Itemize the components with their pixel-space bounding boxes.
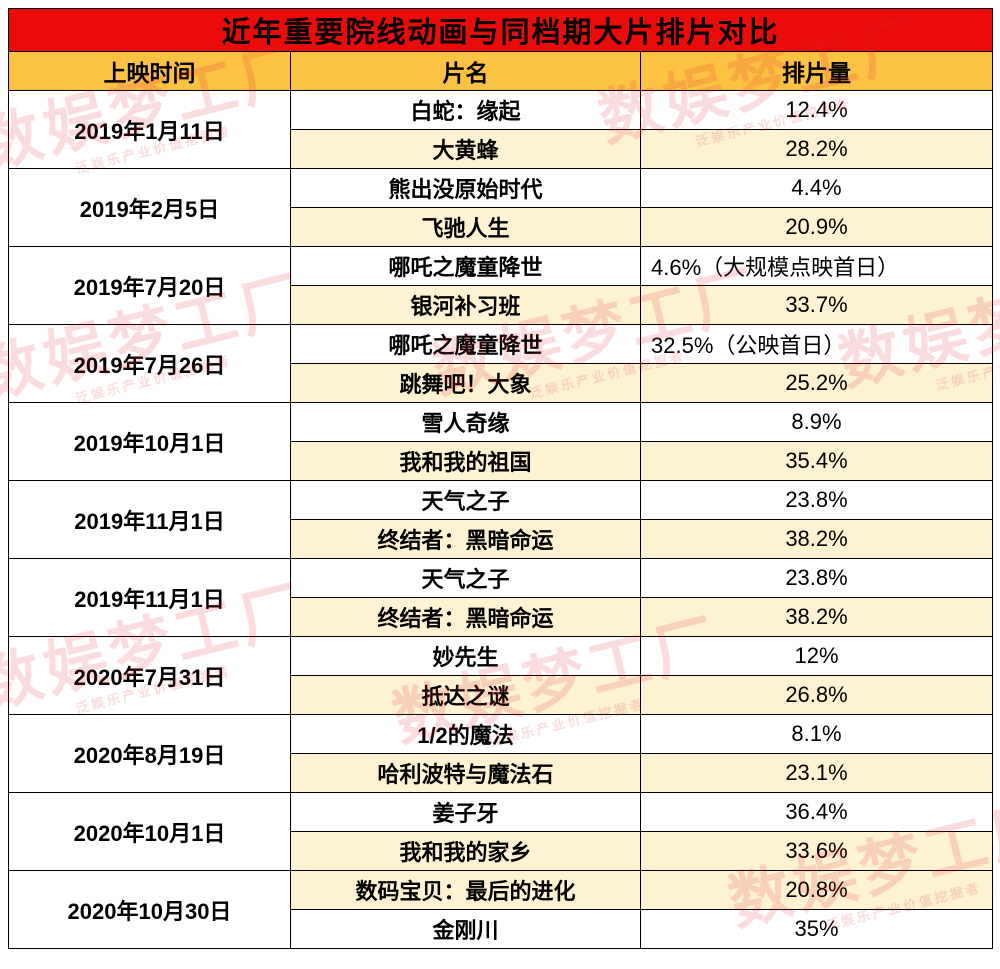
screening-rate-cell: 35.4% (639, 441, 994, 481)
col-header-release-date: 上映时间 (8, 51, 291, 91)
table-row: 跳舞吧！大象 25.2% (9, 363, 994, 403)
table-row: 2019年10月1日 雪人奇缘 8.9% (8, 402, 994, 481)
screening-rate-cell: 4.6%（大规模点映首日） (639, 246, 994, 286)
table-row: 2020年8月19日 1/2的魔法 8.1% (8, 714, 994, 793)
table-title: 近年重要院线动画与同档期大片排片对比 (7, 8, 994, 52)
film-title-cell: 哪吒之魔童降世 (290, 324, 641, 364)
film-title-cell: 哈利波特与魔法石 (290, 753, 641, 793)
screening-rate-cell: 4.4% (639, 168, 994, 208)
screening-rate-cell: 8.9% (639, 402, 994, 442)
screening-rate-cell: 20.8% (639, 870, 994, 910)
release-date-cell: 2019年10月1日 (8, 402, 291, 481)
table-row: 银河补习班 33.7% (9, 285, 994, 325)
screening-rate-cell: 12.4% (639, 90, 994, 130)
screening-rate-cell: 8.1% (639, 714, 994, 754)
film-title-cell: 终结者：黑暗命运 (290, 597, 641, 637)
release-date-cell: 2019年11月1日 (8, 480, 291, 559)
film-title-cell: 终结者：黑暗命运 (290, 519, 641, 559)
screening-rate-cell: 26.8% (639, 675, 994, 715)
release-date-cell: 2019年11月1日 (8, 558, 291, 637)
table-row: 2019年11月1日 天气之子 23.8% (8, 480, 994, 559)
film-title-cell: 大黄蜂 (290, 129, 641, 169)
table-row: 大黄蜂 28.2% (9, 129, 994, 169)
film-title-cell: 1/2的魔法 (290, 714, 641, 754)
film-title-cell: 哪吒之魔童降世 (290, 246, 641, 286)
film-title-cell: 数码宝贝：最后的进化 (290, 870, 641, 910)
table-row: 我和我的祖国 35.4% (9, 441, 994, 481)
film-title-cell: 金刚川 (290, 909, 641, 949)
release-date-cell: 2019年2月5日 (8, 168, 291, 247)
film-title-cell: 雪人奇缘 (290, 402, 641, 442)
col-header-film-title: 片名 (290, 51, 641, 91)
table-row: 2019年2月5日 熊出没原始时代 4.4% (8, 168, 994, 247)
col-header-screening-rate: 排片量 (639, 51, 994, 91)
table-row: 2020年10月1日 姜子牙 36.4% (8, 792, 994, 871)
release-date-cell: 2019年1月11日 (8, 90, 291, 169)
screening-rate-cell: 20.9% (639, 207, 994, 247)
screening-rate-cell: 28.2% (639, 129, 994, 169)
screening-rate-cell: 35% (639, 909, 994, 949)
screening-rate-cell: 38.2% (639, 519, 994, 559)
film-title-cell: 天气之子 (290, 480, 641, 520)
table-row: 2020年10月30日 数码宝贝：最后的进化 20.8% (8, 870, 994, 949)
film-title-cell: 白蛇：缘起 (290, 90, 641, 130)
film-title-cell: 姜子牙 (290, 792, 641, 832)
header-row: 上映时间 片名 排片量 (8, 51, 994, 91)
film-title-cell: 熊出没原始时代 (290, 168, 641, 208)
screening-rate-cell: 33.6% (639, 831, 994, 871)
release-date-cell: 2020年7月31日 (8, 636, 291, 715)
comparison-table: 近年重要院线动画与同档期大片排片对比 上映时间 片名 排片量 2019年1月11… (7, 8, 994, 949)
release-date-cell: 2020年10月1日 (8, 792, 291, 871)
table-row: 金刚川 35% (9, 909, 994, 949)
film-title-cell: 天气之子 (290, 558, 641, 598)
screening-rate-cell: 23.8% (639, 558, 994, 598)
screening-rate-cell: 25.2% (639, 363, 994, 403)
release-date-cell: 2019年7月20日 (8, 246, 291, 325)
screening-rate-cell: 23.1% (639, 753, 994, 793)
film-title-cell: 跳舞吧！大象 (290, 363, 641, 403)
table-body: 2019年1月11日 白蛇：缘起 12.4% 大黄蜂 28.2% 2019年2月5日 熊出没… (8, 90, 994, 949)
table-row: 我和我的家乡 33.6% (9, 831, 994, 871)
film-title-cell: 抵达之谜 (290, 675, 641, 715)
table-row: 2019年11月1日 天气之子 23.8% (8, 558, 994, 637)
screening-rate-cell: 12% (639, 636, 994, 676)
table-row: 终结者：黑暗命运 38.2% (9, 597, 994, 637)
film-title-cell: 银河补习班 (290, 285, 641, 325)
screening-rate-cell: 23.8% (639, 480, 994, 520)
film-title-cell: 妙先生 (290, 636, 641, 676)
screening-rate-cell: 32.5%（公映首日） (639, 324, 994, 364)
table-row: 2019年7月20日 哪吒之魔童降世 4.6%（大规模点映首日） (8, 246, 994, 325)
table-row: 2020年7月31日 妙先生 12% (8, 636, 994, 715)
screening-rate-cell: 38.2% (639, 597, 994, 637)
screening-rate-cell: 33.7% (639, 285, 994, 325)
table-row: 终结者：黑暗命运 38.2% (9, 519, 994, 559)
film-title-cell: 我和我的家乡 (290, 831, 641, 871)
film-title-cell: 飞驰人生 (290, 207, 641, 247)
film-title-cell: 我和我的祖国 (290, 441, 641, 481)
release-date-cell: 2019年7月26日 (8, 324, 291, 403)
release-date-cell: 2020年8月19日 (8, 714, 291, 793)
title-row: 近年重要院线动画与同档期大片排片对比 (7, 8, 994, 52)
table-row: 2019年1月11日 白蛇：缘起 12.4% (8, 90, 994, 169)
screening-rate-cell: 36.4% (639, 792, 994, 832)
table-row: 2019年7月26日 哪吒之魔童降世 32.5%（公映首日） (8, 324, 994, 403)
release-date-cell: 2020年10月30日 (8, 870, 291, 949)
